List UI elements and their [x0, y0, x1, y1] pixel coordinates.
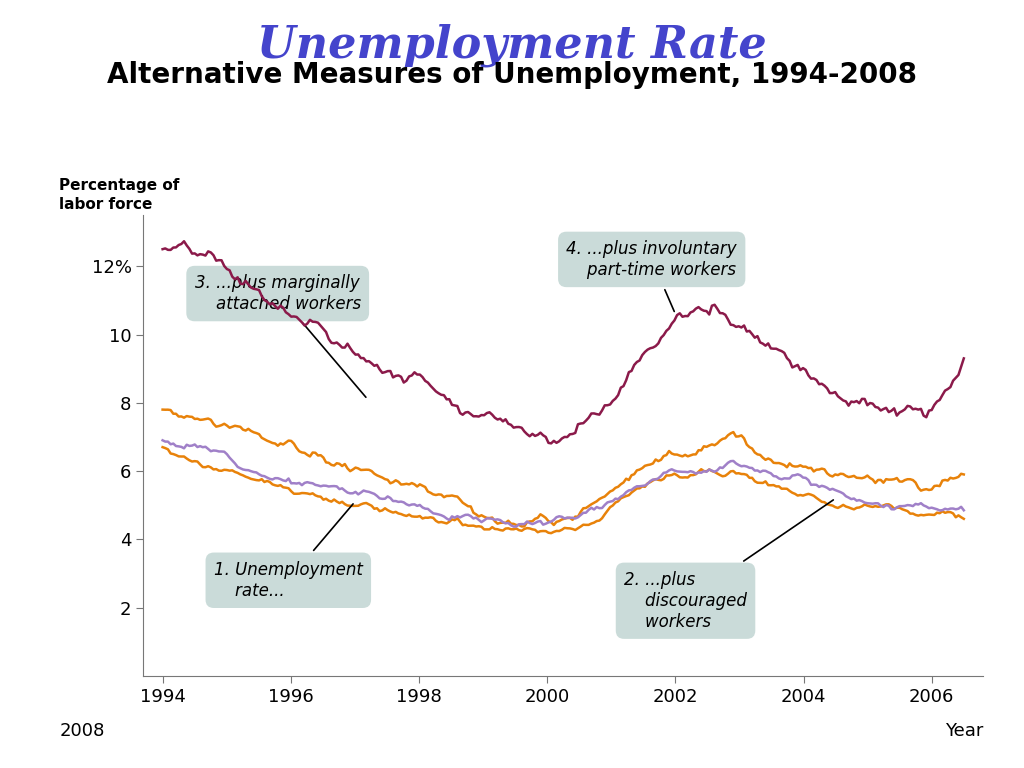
Text: Year: Year	[945, 722, 983, 740]
Text: 2. ...plus
    discouraged
    workers: 2. ...plus discouraged workers	[624, 500, 834, 631]
Text: 2008: 2008	[59, 722, 104, 740]
Text: Percentage of
labor force: Percentage of labor force	[59, 178, 180, 212]
Text: Unemployment Rate: Unemployment Rate	[257, 23, 767, 67]
Text: Alternative Measures of Unemployment, 1994-2008: Alternative Measures of Unemployment, 19…	[106, 61, 918, 89]
Text: 4. ...plus involuntary
    part-time workers: 4. ...plus involuntary part-time workers	[566, 240, 737, 312]
Text: 1. Unemployment
    rate...: 1. Unemployment rate...	[214, 504, 362, 600]
Text: 3. ...plus marginally
    attached workers: 3. ...plus marginally attached workers	[195, 274, 366, 397]
